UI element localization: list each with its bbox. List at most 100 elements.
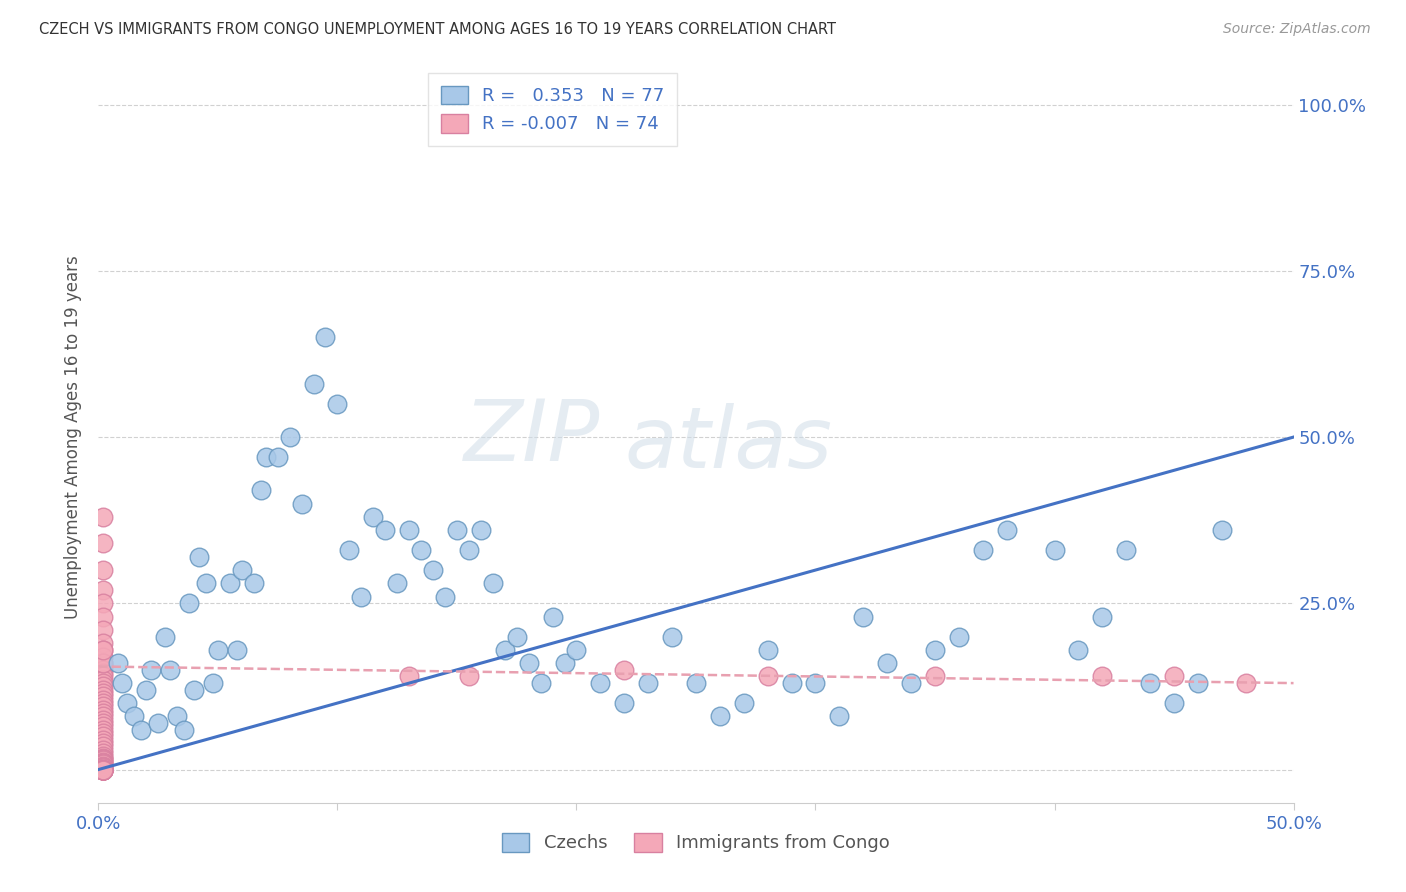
Point bbox=[385, 576, 409, 591]
Point bbox=[756, 643, 779, 657]
Text: Source: ZipAtlas.com: Source: ZipAtlas.com bbox=[1223, 22, 1371, 37]
Point bbox=[91, 649, 114, 664]
Point bbox=[470, 523, 492, 537]
Point bbox=[494, 643, 516, 657]
Point bbox=[1091, 669, 1114, 683]
Point bbox=[91, 763, 114, 777]
Point bbox=[91, 676, 114, 690]
Text: CZECH VS IMMIGRANTS FROM CONGO UNEMPLOYMENT AMONG AGES 16 TO 19 YEARS CORRELATIO: CZECH VS IMMIGRANTS FROM CONGO UNEMPLOYM… bbox=[39, 22, 837, 37]
Point bbox=[924, 643, 946, 657]
Point bbox=[91, 536, 114, 550]
Point bbox=[434, 590, 457, 604]
Point bbox=[91, 716, 114, 731]
Point bbox=[91, 763, 114, 777]
Point bbox=[1163, 696, 1185, 710]
Point bbox=[91, 763, 114, 777]
Point bbox=[173, 723, 195, 737]
Point bbox=[91, 680, 114, 694]
Point bbox=[91, 726, 114, 740]
Point bbox=[91, 736, 114, 750]
Point bbox=[363, 509, 385, 524]
Point bbox=[135, 682, 157, 697]
Point bbox=[517, 656, 540, 670]
Point bbox=[733, 696, 755, 710]
Point bbox=[107, 656, 129, 670]
Point bbox=[91, 763, 114, 777]
Point bbox=[91, 706, 114, 720]
Point bbox=[481, 576, 505, 591]
Point bbox=[131, 723, 153, 737]
Point bbox=[852, 609, 875, 624]
Point bbox=[1139, 676, 1161, 690]
Point bbox=[91, 643, 114, 657]
Point bbox=[91, 703, 114, 717]
Point bbox=[91, 692, 114, 706]
Point bbox=[254, 450, 277, 464]
Point bbox=[876, 656, 898, 670]
Legend: Czechs, Immigrants from Congo: Czechs, Immigrants from Congo bbox=[495, 826, 897, 860]
Point bbox=[91, 690, 114, 704]
Point bbox=[91, 749, 114, 764]
Point bbox=[661, 630, 683, 644]
Point bbox=[948, 630, 970, 644]
Point bbox=[411, 543, 433, 558]
Point bbox=[91, 699, 114, 714]
Point bbox=[1211, 523, 1233, 537]
Point bbox=[972, 543, 994, 558]
Point bbox=[637, 676, 659, 690]
Point bbox=[91, 673, 114, 687]
Point bbox=[91, 623, 114, 637]
Point bbox=[1163, 669, 1185, 683]
Point bbox=[91, 761, 114, 775]
Point bbox=[91, 763, 114, 777]
Point bbox=[91, 713, 114, 727]
Point bbox=[589, 676, 612, 690]
Point bbox=[115, 696, 138, 710]
Point bbox=[91, 723, 114, 737]
Point bbox=[231, 563, 253, 577]
Point bbox=[159, 663, 181, 677]
Point bbox=[613, 696, 636, 710]
Point bbox=[243, 576, 266, 591]
Point bbox=[91, 757, 114, 772]
Point bbox=[91, 763, 114, 777]
Point bbox=[91, 763, 114, 777]
Point bbox=[1043, 543, 1066, 558]
Point bbox=[91, 758, 114, 772]
Point bbox=[187, 549, 209, 564]
Point bbox=[91, 763, 114, 777]
Point bbox=[91, 732, 114, 747]
Point bbox=[422, 563, 444, 577]
Point bbox=[148, 716, 170, 731]
Point bbox=[446, 523, 468, 537]
Point bbox=[91, 756, 114, 770]
Point bbox=[900, 676, 922, 690]
Point bbox=[179, 596, 201, 610]
Point bbox=[91, 739, 114, 754]
Text: atlas: atlas bbox=[624, 403, 832, 486]
Point bbox=[91, 663, 114, 677]
Point bbox=[91, 763, 114, 777]
Point bbox=[828, 709, 851, 723]
Point bbox=[374, 523, 396, 537]
Point bbox=[219, 576, 242, 591]
Point bbox=[1234, 676, 1257, 690]
Point bbox=[350, 590, 373, 604]
Point bbox=[458, 669, 481, 683]
Point bbox=[565, 643, 588, 657]
Point bbox=[267, 450, 290, 464]
Point bbox=[1091, 609, 1114, 624]
Point bbox=[398, 523, 420, 537]
Point bbox=[91, 763, 114, 777]
Point bbox=[91, 763, 114, 777]
Point bbox=[613, 663, 636, 677]
Point bbox=[91, 709, 114, 723]
Point bbox=[207, 643, 229, 657]
Point bbox=[91, 509, 114, 524]
Point bbox=[124, 709, 146, 723]
Point bbox=[1187, 676, 1209, 690]
Point bbox=[804, 676, 827, 690]
Point bbox=[398, 669, 420, 683]
Point bbox=[91, 755, 114, 769]
Point bbox=[111, 676, 134, 690]
